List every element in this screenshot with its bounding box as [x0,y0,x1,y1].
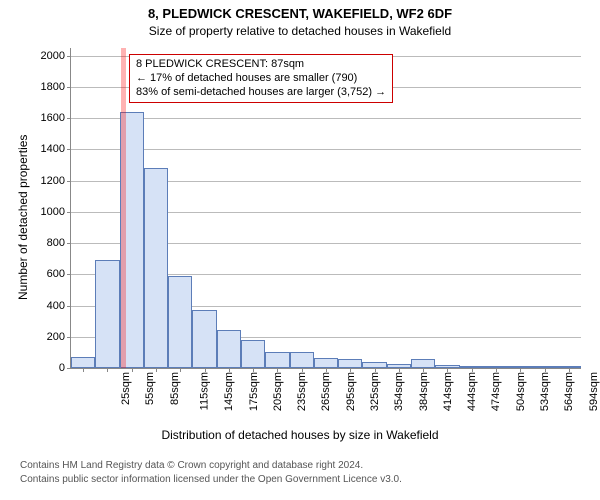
ytick-label: 600 [47,268,71,280]
xtick-mark [423,368,424,372]
histogram-bar [95,260,119,368]
xtick-label: 325sqm [369,372,381,411]
xtick-mark [253,368,254,372]
xtick-mark [520,368,521,372]
grid-line [71,149,581,150]
ytick-label: 800 [47,237,71,249]
footer-line1: Contains HM Land Registry data © Crown c… [20,460,363,471]
xtick-mark [472,368,473,372]
xtick-mark [229,368,230,372]
xtick-label: 564sqm [563,372,575,411]
xtick-mark [496,368,497,372]
histogram-bar [217,330,241,368]
xtick-label: 205sqm [272,372,284,411]
xtick-mark [156,368,157,372]
ytick-label: 1000 [41,206,71,218]
chart-title: 8, PLEDWICK CRESCENT, WAKEFIELD, WF2 6DF [0,6,600,21]
histogram-bar [338,359,362,368]
xtick-mark [569,368,570,372]
histogram-bar [71,357,95,368]
histogram-bar [144,168,168,368]
plot-area: 020040060080010001200140016001800200025s… [70,48,581,369]
subject-highlight [121,48,126,368]
histogram-bar [314,358,338,368]
xtick-mark [83,368,84,372]
ytick-label: 400 [47,300,71,312]
xtick-label: 594sqm [588,372,600,411]
histogram-bar [411,359,435,368]
xtick-mark [326,368,327,372]
xtick-label: 235sqm [296,372,308,411]
xtick-label: 295sqm [345,372,357,411]
xtick-label: 175sqm [248,372,260,411]
xtick-mark [132,368,133,372]
y-axis-label: Number of detached properties [16,135,30,300]
annotation-line-2: 83% of semi-detached houses are larger (… [136,86,386,100]
xtick-mark [107,368,108,372]
xtick-label: 414sqm [442,372,454,411]
annotation-line-0: 8 PLEDWICK CRESCENT: 87sqm [136,58,386,72]
ytick-label: 1200 [41,175,71,187]
xtick-mark [375,368,376,372]
xtick-mark [545,368,546,372]
ytick-label: 0 [59,362,71,374]
xtick-mark [399,368,400,372]
ytick-label: 1400 [41,143,71,155]
xtick-label: 444sqm [466,372,478,411]
chart-subtitle: Size of property relative to detached ho… [0,24,600,38]
xtick-label: 265sqm [321,372,333,411]
xtick-mark [277,368,278,372]
ytick-label: 1600 [41,112,71,124]
xtick-label: 504sqm [515,372,527,411]
xtick-label: 474sqm [491,372,503,411]
xtick-label: 145sqm [223,372,235,411]
histogram-bar [241,340,265,368]
histogram-bar [265,352,289,368]
xtick-label: 384sqm [418,372,430,411]
ytick-label: 2000 [41,50,71,62]
xtick-label: 25sqm [120,372,132,405]
xtick-mark [180,368,181,372]
x-axis-label: Distribution of detached houses by size … [0,428,600,442]
grid-line [71,118,581,119]
histogram-bar [168,276,192,368]
histogram-bar [192,310,216,368]
ytick-label: 200 [47,331,71,343]
xtick-label: 354sqm [393,372,405,411]
ytick-label: 1800 [41,81,71,93]
annotation-box: 8 PLEDWICK CRESCENT: 87sqm← 17% of detac… [129,54,393,103]
histogram-bar [290,352,314,368]
chart-container: 8, PLEDWICK CRESCENT, WAKEFIELD, WF2 6DF… [0,0,600,500]
xtick-label: 55sqm [144,372,156,405]
xtick-mark [302,368,303,372]
xtick-mark [447,368,448,372]
annotation-line-1: ← 17% of detached houses are smaller (79… [136,72,386,86]
xtick-label: 534sqm [539,372,551,411]
xtick-mark [350,368,351,372]
xtick-label: 85sqm [169,372,181,405]
footer-line2: Contains public sector information licen… [20,474,402,485]
xtick-mark [205,368,206,372]
xtick-label: 115sqm [198,372,210,410]
